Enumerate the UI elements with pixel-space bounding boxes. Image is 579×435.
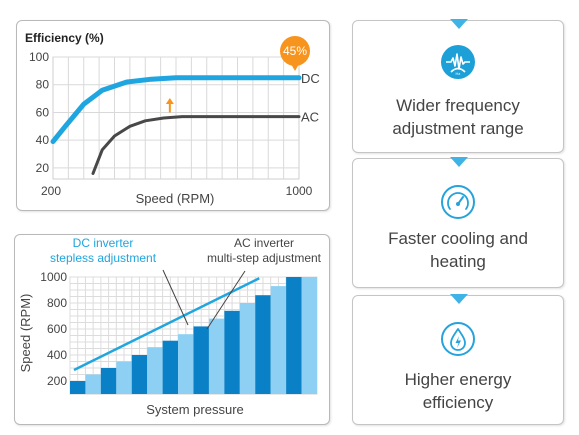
feature-card-frequency: Hz Wider frequency adjustment range bbox=[352, 19, 564, 153]
label-line: multi-step adjustment bbox=[207, 251, 322, 265]
bar bbox=[178, 334, 194, 394]
bar bbox=[270, 286, 287, 394]
bar bbox=[255, 295, 271, 394]
bar bbox=[100, 368, 117, 394]
feature-label-cooling: Faster cooling and heating bbox=[388, 229, 528, 271]
series-label-dc: DC bbox=[301, 71, 320, 86]
feature-label-efficiency: Higher energy efficiency bbox=[404, 370, 512, 412]
y-tick-label: 60 bbox=[36, 105, 50, 119]
bar bbox=[131, 355, 148, 394]
series-line-dc bbox=[50, 75, 302, 145]
speed-pressure-chart-y-label: Speed (RPM) bbox=[18, 294, 33, 373]
speed-pressure-chart-x-label: System pressure bbox=[146, 402, 244, 417]
triangle-marker-icon bbox=[450, 294, 468, 304]
y-tick-label: 40 bbox=[36, 133, 50, 147]
bar bbox=[286, 277, 302, 394]
dc-inverter-label: DC inverter stepless adjustment bbox=[50, 236, 157, 265]
bar bbox=[239, 303, 256, 394]
feature-label-frequency: Wider frequency adjustment range bbox=[392, 96, 524, 138]
bar bbox=[70, 381, 86, 394]
y-tick-label: 1000 bbox=[40, 270, 67, 284]
efficiency-chart-x-label: Speed (RPM) bbox=[136, 191, 215, 206]
x-tick-label: 1000 bbox=[286, 184, 313, 198]
feature-card-cooling: Faster cooling and heating bbox=[352, 157, 564, 288]
label-line: DC inverter bbox=[73, 236, 134, 250]
speedometer-gauge-icon bbox=[441, 185, 475, 219]
ac-label-leader bbox=[206, 270, 246, 330]
y-tick-label: 800 bbox=[47, 296, 67, 310]
efficiency-chart: Efficiency (%) Speed (RPM) 100 80 60 40 20 2… bbox=[25, 31, 320, 206]
y-tick-label: 80 bbox=[36, 78, 50, 92]
label-line: AC inverter bbox=[234, 236, 294, 250]
y-tick-label: 100 bbox=[29, 50, 49, 64]
triangle-marker-icon bbox=[450, 19, 468, 29]
speed-pressure-chart: 1000 800 600 400 200 Speed (RPM) System pres… bbox=[18, 236, 322, 417]
bar bbox=[162, 340, 179, 394]
dc-stepless-line bbox=[73, 277, 260, 372]
bar bbox=[193, 326, 209, 394]
y-tick-label: 400 bbox=[47, 348, 67, 362]
water-drop-energy-icon bbox=[441, 322, 475, 356]
x-tick-label: 200 bbox=[41, 184, 61, 198]
efficiency-chart-y-label: Efficiency (%) bbox=[25, 31, 104, 45]
label-line: stepless adjustment bbox=[50, 251, 157, 265]
bar bbox=[116, 361, 132, 394]
badge-pointer bbox=[291, 64, 299, 71]
efficiency-chart-panel: Efficiency (%) Speed (RPM) 100 80 60 40 20 2… bbox=[16, 20, 330, 211]
triangle-marker-icon bbox=[450, 157, 468, 167]
y-tick-label: 600 bbox=[47, 322, 67, 336]
efficiency-gain-badge bbox=[280, 36, 310, 66]
y-tick-label: 20 bbox=[36, 161, 50, 175]
bar bbox=[147, 347, 163, 394]
up-arrow-head bbox=[165, 97, 174, 104]
frequency-wave-icon: Hz bbox=[441, 45, 475, 79]
bar bbox=[224, 310, 240, 394]
dc-label-leader bbox=[162, 269, 189, 326]
y-tick-label: 200 bbox=[47, 374, 67, 388]
series-line-ac bbox=[91, 115, 301, 175]
feature-card-efficiency: Higher energy efficiency bbox=[352, 294, 564, 425]
speed-pressure-chart-panel: 1000 800 600 400 200 Speed (RPM) System pres… bbox=[14, 234, 330, 425]
bar bbox=[208, 318, 225, 394]
bar bbox=[85, 374, 101, 394]
ac-inverter-label: AC inverter multi-step adjustment bbox=[207, 236, 322, 265]
svg-text:Hz: Hz bbox=[456, 71, 461, 76]
bar bbox=[301, 277, 317, 394]
efficiency-gain-badge-text: 45% bbox=[283, 44, 307, 58]
series-label-ac: AC bbox=[301, 110, 319, 125]
